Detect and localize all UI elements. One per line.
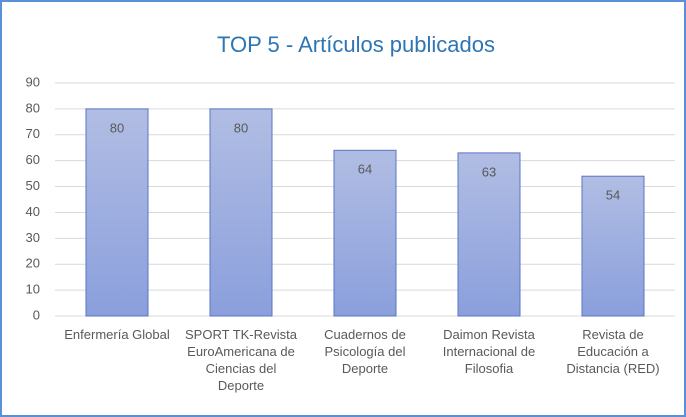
y-tick-label: 70	[26, 126, 40, 141]
x-tick-label: Cuadernos de Psicología del Deporte	[324, 327, 406, 376]
data-label: 80	[110, 120, 124, 135]
bar	[333, 149, 397, 317]
data-label: 80	[234, 120, 248, 135]
bar	[581, 175, 645, 317]
y-tick-label: 60	[26, 152, 40, 167]
bar	[457, 152, 521, 317]
y-tick-label: 50	[26, 178, 40, 193]
y-tick-label: 80	[26, 100, 40, 115]
bar	[85, 108, 149, 317]
y-tick-label: 20	[26, 256, 40, 271]
y-tick-label: 10	[26, 282, 40, 297]
data-label: 64	[358, 162, 372, 177]
chart-title: TOP 5 - Artículos publicados	[217, 32, 495, 57]
data-label: 54	[606, 188, 620, 203]
y-tick-label: 90	[26, 74, 40, 89]
y-tick-label: 30	[26, 230, 40, 245]
bar	[209, 108, 273, 317]
data-label: 63	[482, 164, 496, 179]
x-tick-label: Revista de Educación a Distancia (RED)	[566, 327, 660, 376]
y-tick-label: 40	[26, 204, 40, 219]
x-tick-label: Daimon Revista Internacional de Filosofi…	[442, 327, 536, 376]
y-tick-label: 0	[33, 307, 40, 322]
x-tick-label: Enfermería Global	[64, 327, 170, 342]
x-tick-label: SPORT TK-Revista EuroAmericana de Cienci…	[185, 327, 297, 393]
